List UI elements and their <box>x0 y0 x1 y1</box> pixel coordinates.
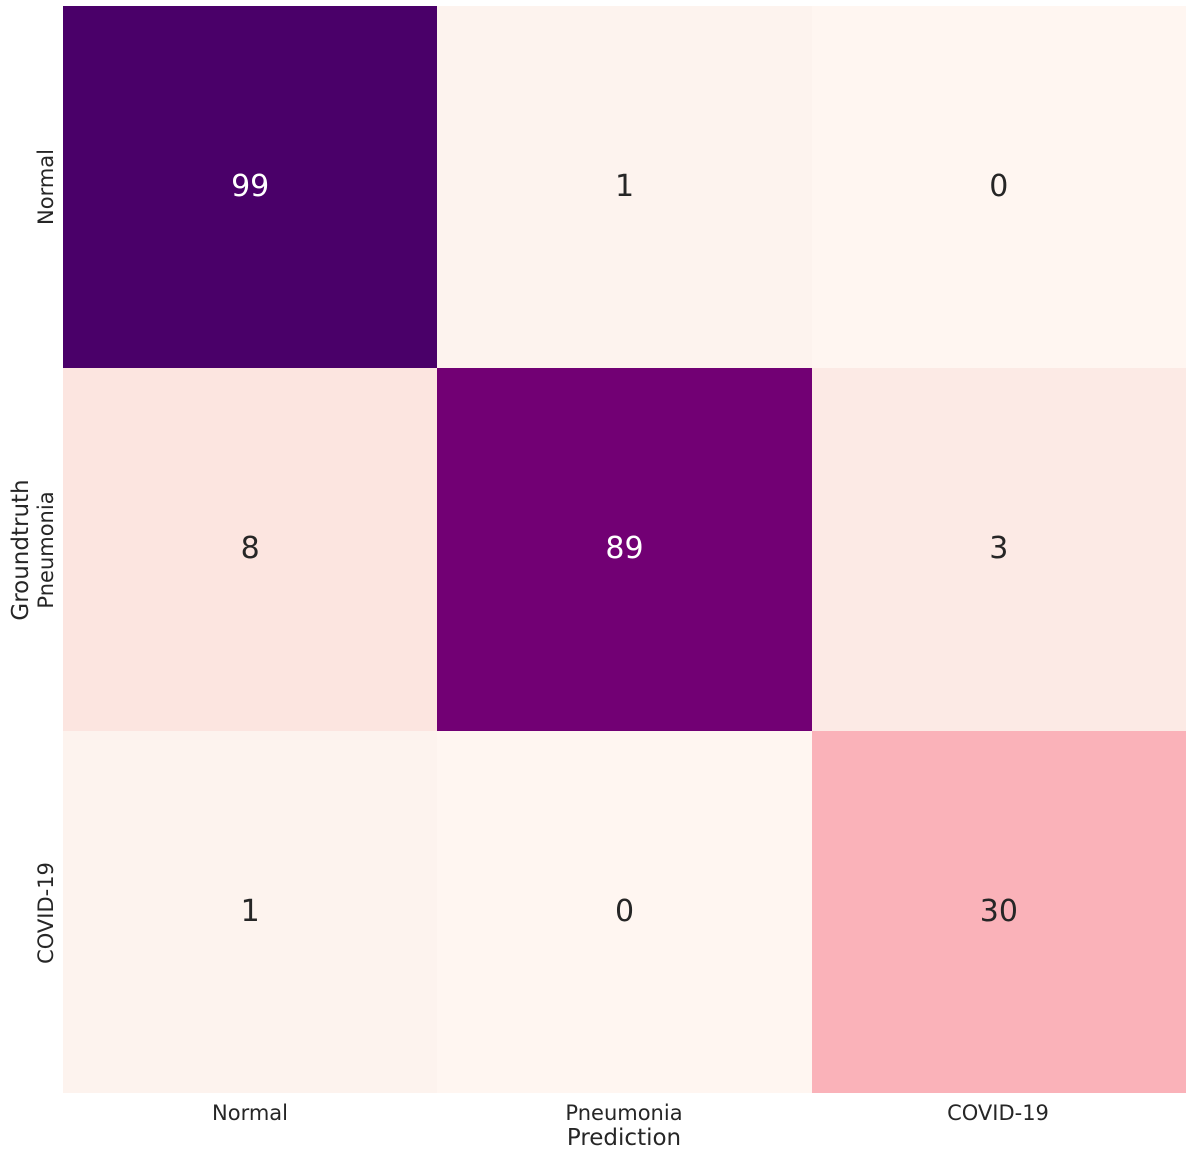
cell-value: 0 <box>614 893 635 929</box>
y-axis-title: Groundtruth <box>8 479 34 621</box>
cell-value: 99 <box>231 169 270 205</box>
cell-normal-covid19: 0 <box>811 6 1186 369</box>
cell-value: 3 <box>989 531 1009 567</box>
cell-covid19-pneumonia: 0 <box>437 730 812 1093</box>
cell-pneumonia-pneumonia: 89 <box>437 368 812 731</box>
cell-value: 89 <box>605 531 644 567</box>
cell-value: 0 <box>989 169 1009 205</box>
y-tick-covid19: COVID-19 <box>34 862 58 964</box>
cell-normal-normal: 99 <box>63 6 438 369</box>
cell-value: 1 <box>614 169 635 205</box>
x-tick-normal: Normal <box>212 1101 288 1125</box>
cell-value: 8 <box>240 531 260 567</box>
cell-pneumonia-normal: 8 <box>63 368 438 731</box>
x-tick-pneumonia: Pneumonia <box>565 1101 683 1125</box>
y-tick-pneumonia: Pneumonia <box>34 491 58 609</box>
cell-value: 30 <box>979 893 1018 929</box>
y-tick-normal: Normal <box>34 149 58 225</box>
cell-covid19-covid19: 30 <box>811 730 1186 1093</box>
cell-normal-pneumonia: 1 <box>437 6 812 369</box>
cell-covid19-normal: 1 <box>63 730 438 1093</box>
cell-value: 1 <box>240 893 260 929</box>
x-axis-title: Prediction <box>566 1125 682 1151</box>
cell-pneumonia-covid19: 3 <box>811 368 1186 731</box>
x-tick-covid19: COVID-19 <box>947 1101 1049 1125</box>
heatmap-grid: 99 1 0 8 89 3 1 0 30 <box>63 6 1186 1093</box>
